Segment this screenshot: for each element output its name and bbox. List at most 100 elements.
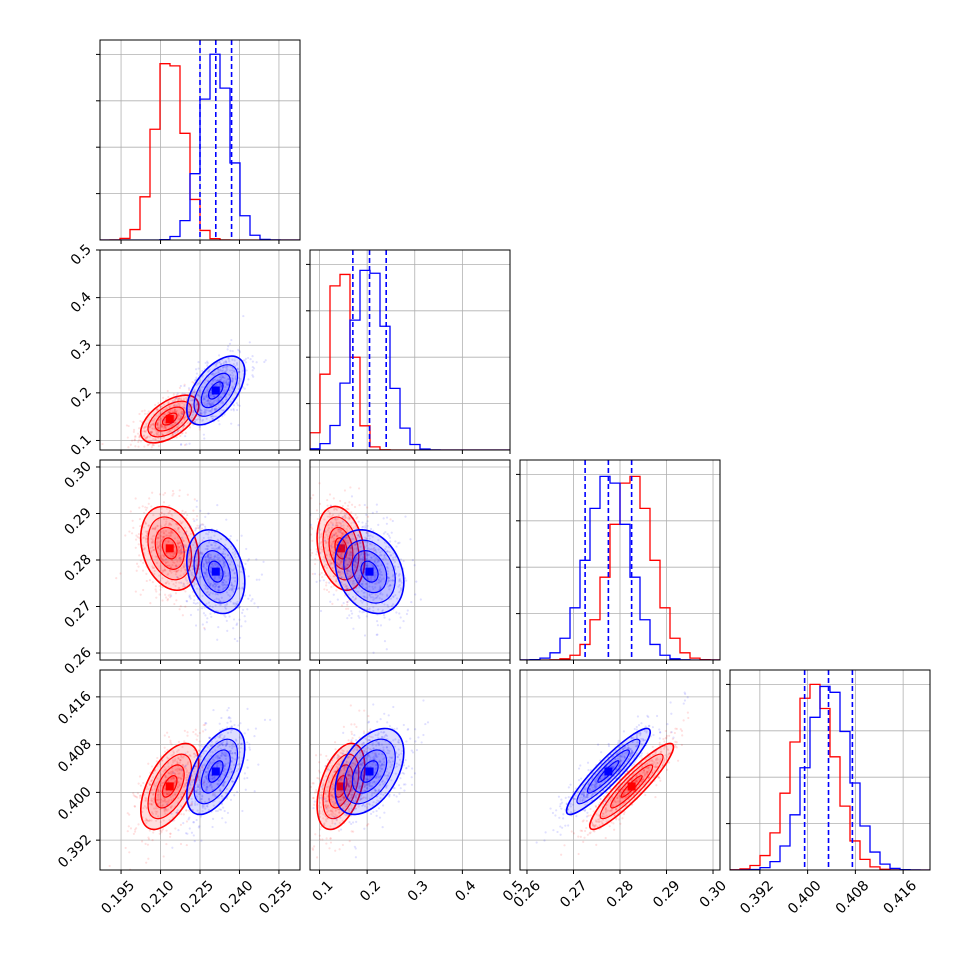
scatter-point [398, 577, 401, 581]
scatter-point [169, 593, 172, 596]
scatter-point [145, 522, 148, 525]
scatter-point [189, 597, 192, 600]
scatter-point [305, 541, 307, 543]
scatter-point [351, 533, 354, 536]
scatter-point [177, 756, 180, 760]
scatter-point [155, 784, 158, 787]
scatter-point [232, 397, 235, 400]
scatter-point [196, 763, 199, 766]
scatter-point [223, 751, 227, 754]
scatter-point [184, 784, 187, 787]
scatter-point [363, 536, 367, 539]
scatter-point [196, 572, 199, 575]
scatter-point [219, 382, 222, 386]
scatter-point [229, 798, 233, 801]
scatter-point [176, 811, 179, 814]
scatter-point [176, 430, 179, 433]
scatter-point [130, 532, 134, 535]
scatter-point [185, 443, 188, 446]
scatter-point [195, 518, 198, 521]
scatter-point [365, 564, 369, 567]
scatter-point [221, 366, 225, 369]
scatter-point [215, 363, 218, 366]
scatter-point [385, 648, 388, 651]
scatter-point [192, 543, 195, 547]
scatter-point [190, 403, 193, 406]
scatter-point [201, 594, 204, 597]
scatter-point [212, 585, 215, 588]
scatter-point [161, 577, 164, 580]
scatter-point [171, 514, 174, 517]
scatter-series-1 [162, 314, 267, 446]
scatter-point [225, 752, 228, 756]
scatter-point [338, 571, 341, 574]
scatter-point [208, 764, 211, 767]
scatter-point [170, 805, 173, 808]
scatter-point [183, 383, 186, 386]
scatter-point [176, 576, 180, 579]
scatter-point [320, 571, 323, 575]
scatter-point [233, 572, 236, 575]
scatter-point [181, 401, 184, 404]
scatter-point [232, 547, 235, 551]
scatter-point [232, 601, 235, 605]
scatter-point [195, 754, 198, 757]
scatter-point [379, 571, 383, 574]
scatter-point [352, 599, 356, 602]
scatter-point [343, 546, 347, 549]
scatter-point [216, 783, 219, 786]
scatter-point [151, 444, 154, 447]
scatter-point [359, 558, 362, 561]
scatter-point [182, 813, 185, 816]
scatter-point [159, 804, 162, 807]
scatter-point [162, 797, 166, 800]
scatter-point [193, 755, 196, 758]
scatter-point [197, 559, 201, 562]
scatter-point [211, 605, 214, 609]
scatter-point [208, 784, 211, 788]
scatter-point [153, 454, 155, 456]
scatter-point [150, 803, 153, 806]
scatter-point [159, 784, 162, 787]
scatter-point [227, 377, 230, 381]
scatter-point [392, 556, 395, 559]
scatter-point [154, 528, 157, 531]
scatter-point [175, 426, 178, 429]
scatter-point [238, 618, 241, 621]
scatter-point [197, 367, 200, 370]
scatter-point [223, 781, 226, 784]
scatter-point [188, 426, 192, 429]
scatter-point [238, 736, 241, 739]
scatter-point [208, 556, 211, 559]
scatter-point [395, 611, 398, 614]
scatter-point [232, 576, 235, 579]
scatter-point [150, 765, 154, 768]
scatter-point [215, 408, 218, 411]
scatter-point [211, 414, 214, 418]
scatter-point [363, 596, 367, 599]
scatter-point [198, 731, 201, 735]
scatter-point [226, 726, 229, 729]
scatter-point [188, 584, 192, 587]
scatter-point [218, 729, 222, 732]
scatter-point [168, 406, 171, 409]
scatter-point [319, 551, 322, 554]
scatter-point [200, 797, 204, 801]
scatter-point [346, 568, 350, 571]
scatter-point [204, 395, 207, 398]
scatter-point [166, 793, 169, 796]
scatter-point [159, 789, 162, 793]
scatter-point [397, 565, 400, 569]
scatter-point [223, 547, 226, 550]
scatter-point [355, 536, 358, 540]
scatter-point [200, 409, 203, 412]
scatter-point [167, 411, 170, 414]
scatter-point [236, 539, 239, 542]
scatter-point [176, 541, 179, 545]
scatter-point [231, 349, 234, 353]
scatter-point [166, 803, 169, 806]
scatter-point [371, 585, 374, 589]
scatter-point [146, 820, 150, 823]
scatter-point [174, 552, 177, 555]
scatter-point [175, 564, 178, 567]
